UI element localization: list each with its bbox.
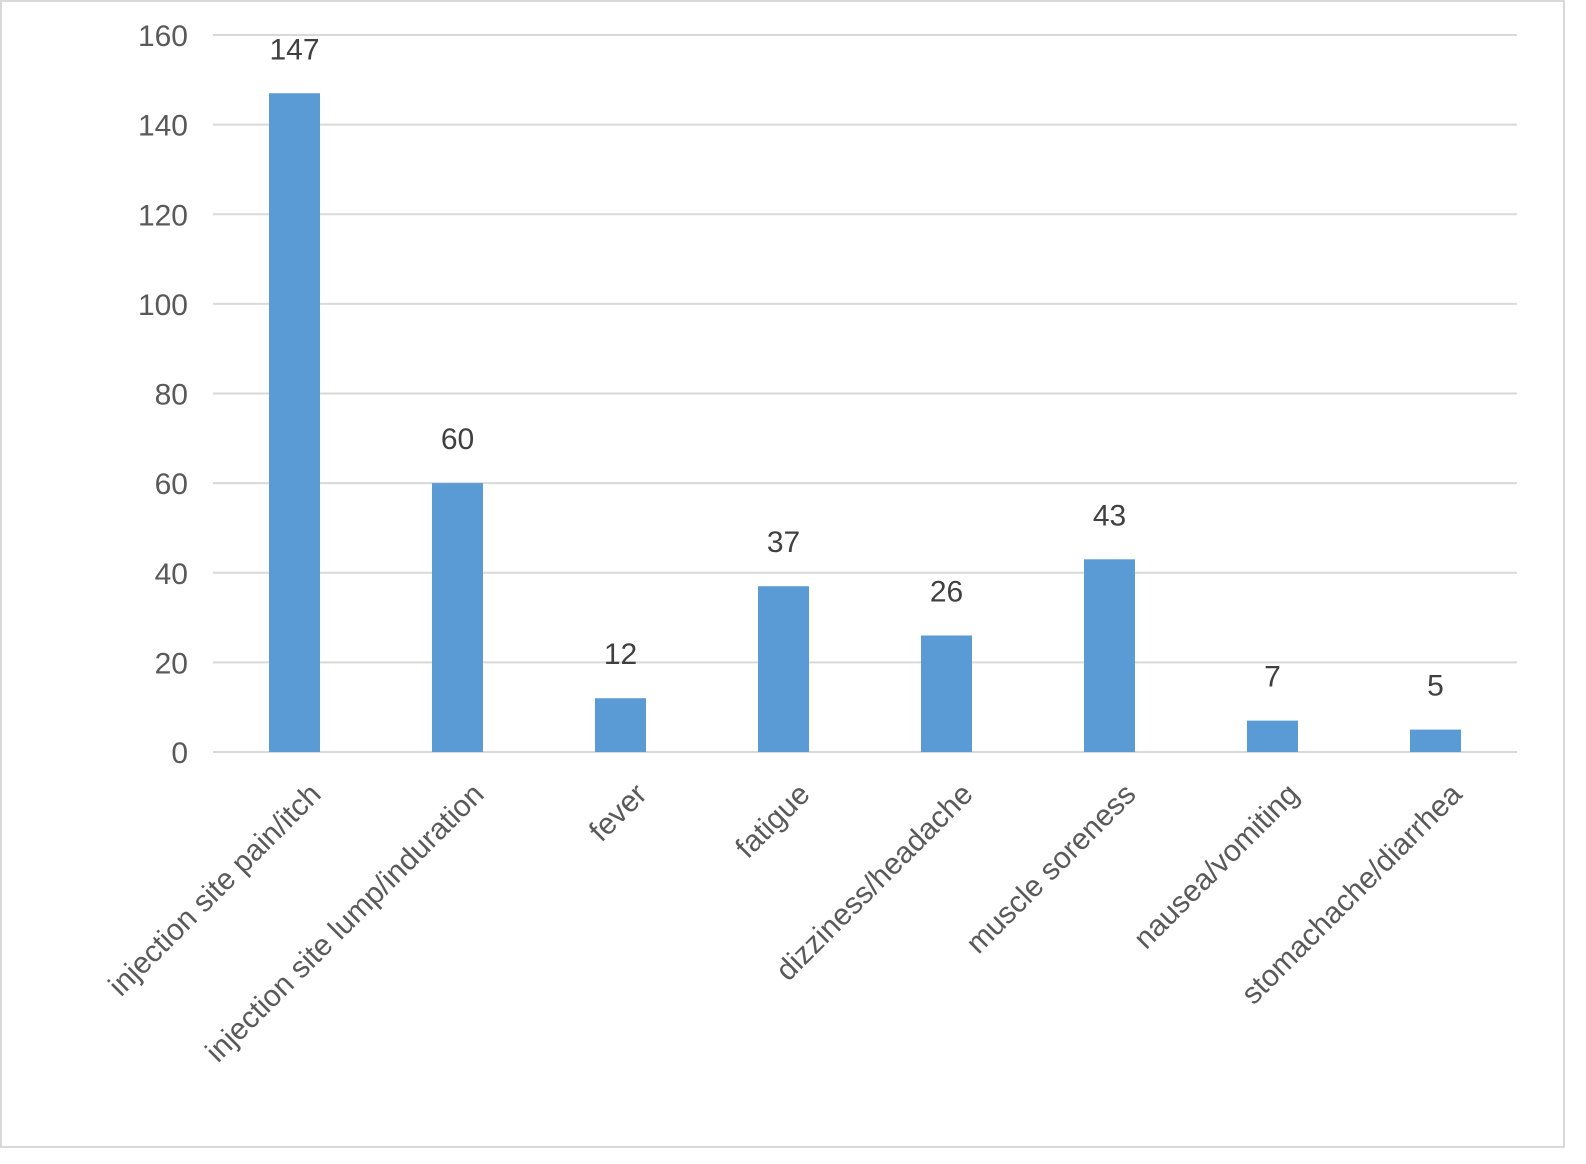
data-label: 12 — [604, 638, 637, 671]
bar — [595, 698, 646, 752]
gridlines — [213, 34, 1517, 753]
bar — [1410, 729, 1461, 752]
y-tick-label: 100 — [138, 289, 188, 322]
x-category-label: fever — [583, 778, 654, 849]
y-tick-label: 160 — [138, 20, 188, 53]
y-tick-label: 20 — [155, 647, 188, 680]
chart-frame — [0, 0, 1565, 1148]
y-tick-label: 60 — [155, 468, 188, 501]
y-tick-label: 0 — [171, 737, 188, 770]
data-label: 43 — [1093, 499, 1126, 532]
x-category-label: fatigue — [729, 778, 816, 865]
bars — [269, 93, 1461, 753]
data-labels: 147 60 12 37 26 43 7 5 — [269, 33, 1443, 702]
bar — [1247, 720, 1298, 752]
data-label: 5 — [1427, 670, 1444, 703]
x-category-label: injection site lump/induration — [199, 778, 490, 1069]
bar — [269, 93, 320, 753]
bar — [921, 635, 972, 752]
y-tick-label: 40 — [155, 558, 188, 591]
data-label: 26 — [930, 575, 963, 608]
data-label: 7 — [1264, 661, 1281, 694]
y-axis-ticks: 0 20 40 60 80 100 120 140 160 — [138, 20, 188, 770]
data-label: 147 — [269, 33, 319, 66]
bar — [432, 483, 483, 752]
x-category-label: nausea/vomiting — [1128, 778, 1306, 956]
x-category-label: muscle soreness — [960, 778, 1142, 960]
data-label: 60 — [441, 423, 474, 456]
bar — [1084, 559, 1135, 752]
y-tick-label: 120 — [138, 199, 188, 232]
bar — [758, 586, 809, 752]
data-label: 37 — [767, 526, 800, 559]
y-tick-label: 80 — [155, 379, 188, 412]
y-tick-label: 140 — [138, 110, 188, 143]
